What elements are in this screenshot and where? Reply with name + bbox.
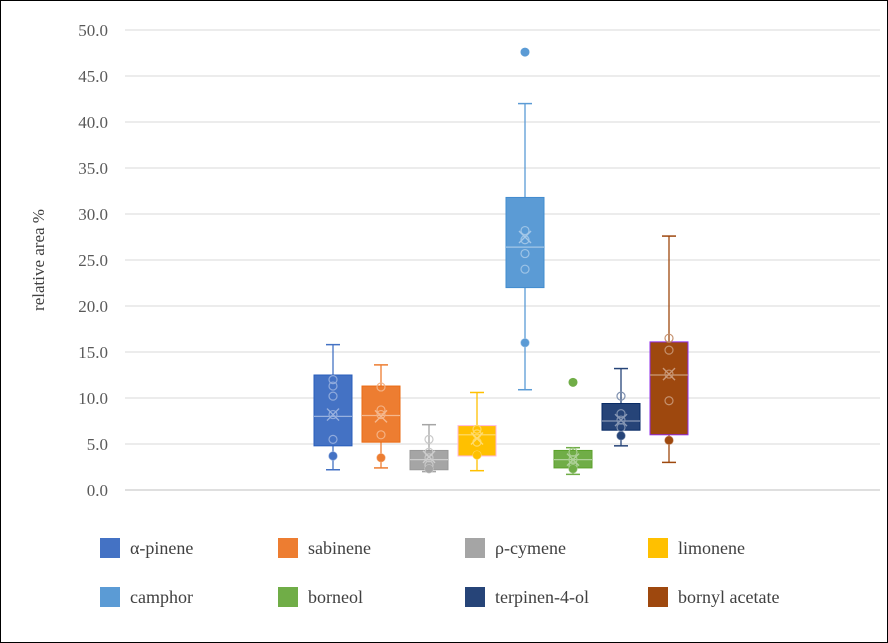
mean-marker <box>662 367 676 381</box>
legend-label: bornyl acetate <box>678 587 779 607</box>
legend-label: sabinene <box>308 538 371 558</box>
outlier-point <box>520 47 530 57</box>
data-point-low <box>425 464 433 473</box>
mean-marker <box>518 230 532 244</box>
data-point-low <box>569 464 577 473</box>
box-2 <box>361 364 401 469</box>
data-point <box>328 375 338 385</box>
y-tick-label: 45.0 <box>78 67 108 86</box>
legend-label: limonene <box>678 538 745 558</box>
data-point <box>376 409 386 420</box>
legend-item-7: terpinen-4-ol <box>465 587 589 607</box>
legend-label: α-pinene <box>130 538 193 558</box>
data-point <box>328 434 338 444</box>
data-point-low <box>329 451 337 460</box>
legend-label: camphor <box>130 587 193 607</box>
data-point <box>568 447 578 457</box>
data-point <box>664 333 674 343</box>
legend-swatch <box>278 587 298 607</box>
data-point <box>520 225 530 236</box>
y-tick-label: 50.0 <box>78 21 108 40</box>
plot-area <box>313 47 689 476</box>
data-point-low <box>377 453 385 462</box>
data-point <box>328 409 338 420</box>
data-point-low <box>665 436 673 445</box>
y-tick-label: 40.0 <box>78 113 108 132</box>
y-tick-label: 15.0 <box>78 343 108 362</box>
mean-marker <box>614 413 628 427</box>
data-point <box>328 391 338 401</box>
data-point <box>376 382 386 392</box>
data-point-low <box>473 451 481 460</box>
y-axis: 0.0 5.0 10.0 15.0 20.0 25.0 30.0 35.0 40.0 45.0 50… <box>78 21 880 500</box>
legend-item-4: limonene <box>648 538 745 558</box>
legend-item-8: bornyl acetate <box>648 587 779 607</box>
data-point-low <box>617 431 625 440</box>
box-5 <box>505 47 545 391</box>
data-point <box>424 453 434 463</box>
data-point <box>520 264 530 274</box>
legend-swatch <box>100 538 120 558</box>
legend-item-3: ρ-cymene <box>465 538 566 558</box>
legend-item-1: α-pinene <box>100 538 193 558</box>
legend-label: ρ-cymene <box>495 538 566 558</box>
data-point <box>472 424 482 434</box>
data-point <box>616 409 626 419</box>
y-tick-label: 30.0 <box>78 205 108 224</box>
data-point <box>664 396 674 406</box>
box-7 <box>601 367 641 447</box>
data-point <box>328 381 338 391</box>
y-tick-label: 25.0 <box>78 251 108 270</box>
data-point <box>520 235 530 245</box>
mean-marker <box>566 453 580 467</box>
legend-swatch <box>100 587 120 607</box>
legend-swatch <box>465 538 485 558</box>
legend-label: terpinen-4-ol <box>495 587 589 607</box>
gridlines <box>125 29 880 491</box>
box-body <box>649 341 689 436</box>
box-6 <box>553 377 593 476</box>
data-point <box>616 391 626 401</box>
legend-item-5: camphor <box>100 587 193 607</box>
legend-swatch <box>465 587 485 607</box>
box-3 <box>409 423 449 474</box>
legend-swatch <box>648 538 668 558</box>
legend-swatch <box>278 538 298 558</box>
mean-marker <box>374 409 388 423</box>
data-point <box>376 430 386 440</box>
legend-item-2: sabinene <box>278 538 371 558</box>
box-body <box>505 196 545 289</box>
box-4 <box>457 391 497 472</box>
data-point <box>616 415 626 425</box>
box-8 <box>649 235 689 464</box>
data-point <box>520 248 530 259</box>
y-tick-label: 5.0 <box>87 435 108 454</box>
box-1 <box>313 343 353 471</box>
outlier-point <box>568 377 578 387</box>
data-point <box>664 345 674 355</box>
data-point <box>568 455 578 465</box>
legend: α-pinene sabinene ρ-cymene limonene camphor b… <box>100 538 779 607</box>
legend-item-6: borneol <box>278 587 363 607</box>
data-point <box>664 369 674 379</box>
y-tick-label: 35.0 <box>78 159 108 178</box>
y-tick-label: 10.0 <box>78 389 108 408</box>
data-point <box>616 422 626 433</box>
y-axis-title: relative area % <box>29 209 48 311</box>
mean-marker <box>422 450 436 464</box>
y-tick-label: 20.0 <box>78 297 108 316</box>
data-point <box>376 405 386 415</box>
data-point-low <box>521 338 529 347</box>
box-body <box>601 403 641 431</box>
legend-label: borneol <box>308 587 363 607</box>
data-point <box>424 434 434 444</box>
y-tick-label: 0.0 <box>87 481 108 500</box>
mean-marker <box>326 408 340 422</box>
mean-marker <box>470 431 484 445</box>
legend-swatch <box>648 587 668 607</box>
